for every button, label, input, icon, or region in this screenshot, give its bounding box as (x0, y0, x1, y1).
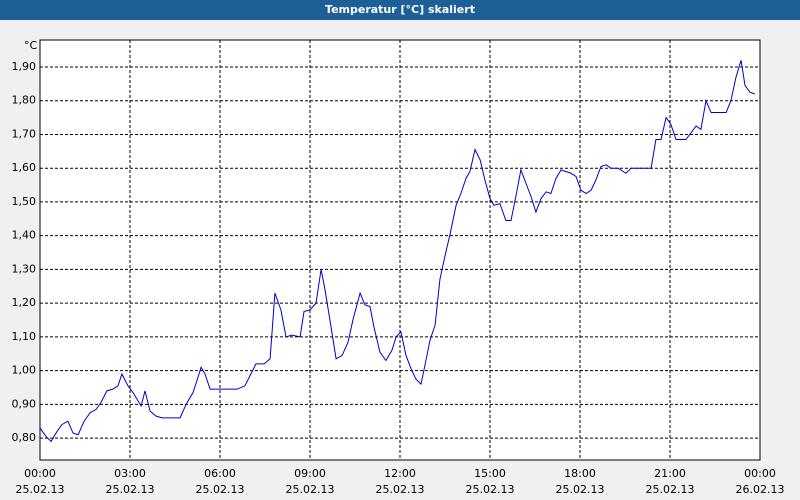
y-tick-label: 1,20 (12, 296, 37, 309)
x-tick-date: 25.02.13 (556, 483, 605, 496)
title-bar (0, 0, 800, 20)
x-tick-date: 25.02.13 (106, 483, 155, 496)
x-tick-date: 25.02.13 (466, 483, 515, 496)
y-tick-label: 1,80 (12, 94, 37, 107)
x-tick-date: 25.02.13 (196, 483, 245, 496)
x-tick-date: 25.02.13 (286, 483, 335, 496)
x-tick-date: 25.02.13 (16, 483, 65, 496)
x-tick-date: 25.02.13 (646, 483, 695, 496)
x-tick-label: 21:00 (654, 467, 686, 480)
y-tick-label: 1,40 (12, 229, 37, 242)
y-tick-label: 1,70 (12, 127, 37, 140)
y-tick-label: 1,60 (12, 161, 37, 174)
y-unit: °C (24, 39, 38, 52)
chart-title: Temperatur [°C] skaliert (325, 3, 475, 16)
x-tick-label: 00:00 (744, 467, 776, 480)
y-tick-label: 0,80 (12, 431, 37, 444)
x-tick-label: 15:00 (474, 467, 506, 480)
x-tick-label: 12:00 (384, 467, 416, 480)
x-tick-label: 00:00 (24, 467, 56, 480)
y-tick-label: 1,30 (12, 262, 37, 275)
y-tick-label: 1,50 (12, 195, 37, 208)
x-tick-label: 03:00 (114, 467, 146, 480)
x-tick-label: 06:00 (204, 467, 236, 480)
y-tick-label: 1,10 (12, 330, 37, 343)
y-tick-label: 0,90 (12, 397, 37, 410)
x-tick-label: 09:00 (294, 467, 326, 480)
x-tick-label: 18:00 (564, 467, 596, 480)
y-tick-label: 1,00 (12, 364, 37, 377)
data-line (39, 60, 756, 443)
x-tick-date: 25.02.13 (376, 483, 425, 496)
y-tick-label: 1,90 (12, 60, 37, 73)
x-tick-date: 26.02.13 (736, 483, 785, 496)
